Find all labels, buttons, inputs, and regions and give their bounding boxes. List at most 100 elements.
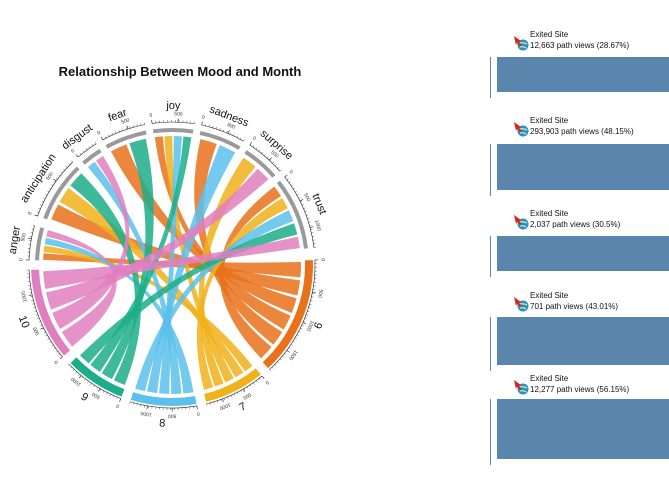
minor-tick bbox=[67, 364, 70, 366]
chord-link-8 bbox=[164, 136, 234, 383]
minor-tick bbox=[75, 371, 78, 374]
minor-tick bbox=[240, 137, 242, 140]
major-tick bbox=[59, 356, 63, 360]
minor-tick bbox=[209, 402, 211, 405]
minor-tick bbox=[111, 132, 113, 135]
minor-tick bbox=[81, 376, 83, 379]
tick-label: 0 bbox=[201, 114, 205, 120]
minor-tick bbox=[220, 399, 222, 402]
minor-tick bbox=[223, 129, 225, 132]
minor-tick bbox=[35, 314, 38, 316]
minor-tick bbox=[58, 174, 60, 177]
tick-label: 1000 bbox=[219, 401, 232, 411]
sector-arc-trust bbox=[276, 180, 308, 249]
tick-label: 0 bbox=[18, 258, 24, 261]
minor-tick bbox=[291, 184, 293, 187]
minor-tick bbox=[261, 151, 264, 154]
chord-link-19 bbox=[79, 223, 298, 364]
exit-bar[interactable] bbox=[497, 399, 669, 459]
exit-block: Exited Site 2,037 path views (30.5%) bbox=[490, 209, 669, 277]
minor-tick bbox=[106, 392, 108, 395]
minor-tick bbox=[230, 395, 232, 398]
minor-tick bbox=[219, 128, 221, 131]
minor-tick bbox=[109, 394, 111, 397]
sector-arc-anger bbox=[35, 227, 45, 261]
minor-tick bbox=[306, 314, 309, 316]
axis-fear bbox=[102, 124, 145, 141]
axis-10 bbox=[28, 269, 63, 358]
axis-6 bbox=[269, 259, 316, 370]
minor-tick bbox=[284, 353, 287, 355]
exit-bar[interactable] bbox=[497, 144, 669, 190]
minor-tick bbox=[37, 211, 40, 213]
minor-tick bbox=[288, 181, 291, 184]
minor-tick bbox=[33, 307, 36, 309]
minor-tick bbox=[49, 341, 52, 343]
sector-arc-6 bbox=[262, 260, 313, 369]
exit-bar[interactable] bbox=[497, 317, 669, 365]
exit-bar-edge bbox=[490, 57, 498, 98]
exit-bar[interactable] bbox=[497, 236, 669, 271]
exit-globe-icon[interactable] bbox=[512, 34, 530, 52]
exit-title: Exited Site bbox=[530, 116, 569, 125]
minor-tick bbox=[112, 395, 115, 398]
chord-link-3 bbox=[154, 136, 291, 330]
exit-globe-icon[interactable] bbox=[512, 295, 530, 313]
sector-label-trust: trust bbox=[309, 192, 328, 216]
minor-tick bbox=[37, 317, 40, 319]
sector-arc-7 bbox=[204, 368, 261, 402]
minor-tick bbox=[309, 225, 312, 227]
minor-tick bbox=[296, 334, 299, 336]
tick-label: 0 bbox=[115, 402, 120, 409]
minor-tick bbox=[85, 148, 88, 151]
chord-link-17 bbox=[101, 138, 154, 380]
minor-tick bbox=[290, 344, 293, 346]
major-tick bbox=[126, 125, 129, 130]
axis-7 bbox=[206, 375, 263, 405]
axis-anger bbox=[28, 225, 35, 261]
minor-tick bbox=[243, 388, 246, 391]
tick-label: 500 bbox=[121, 117, 131, 125]
exit-globe-icon[interactable] bbox=[512, 213, 530, 231]
exit-bar-edge bbox=[490, 399, 498, 465]
minor-tick bbox=[246, 386, 249, 389]
tick-label: 0 bbox=[288, 169, 295, 175]
minor-tick bbox=[41, 328, 44, 330]
tick-label: 500 bbox=[226, 122, 236, 131]
exit-header: Exited Site 12,277 path views (56.15%) bbox=[490, 374, 669, 402]
minor-tick bbox=[45, 194, 48, 196]
exit-title: Exited Site bbox=[530, 209, 569, 218]
minor-tick bbox=[88, 146, 91, 148]
minor-tick bbox=[213, 401, 215, 404]
tick-label: 500 bbox=[91, 390, 101, 399]
exit-globe-icon[interactable] bbox=[512, 378, 530, 396]
major-tick bbox=[28, 294, 33, 296]
tick-label: 500 bbox=[32, 326, 41, 336]
exit-header: Exited Site 293,903 path views (48.15%) bbox=[490, 116, 669, 144]
exit-block: Exited Site 12,663 path views (28.67%) bbox=[490, 30, 669, 98]
exit-bar[interactable] bbox=[497, 57, 669, 92]
minor-tick bbox=[49, 187, 52, 189]
major-tick bbox=[78, 375, 82, 379]
tick-label: 0 bbox=[149, 113, 153, 119]
minor-tick bbox=[96, 387, 98, 390]
axis-anticipation bbox=[37, 161, 73, 217]
major-tick bbox=[299, 199, 304, 202]
minor-tick bbox=[38, 321, 41, 323]
exit-bar-edge bbox=[490, 236, 498, 277]
minor-tick bbox=[125, 127, 127, 130]
minor-tick bbox=[272, 161, 275, 164]
exit-globe-icon[interactable] bbox=[512, 120, 530, 138]
exit-block: Exited Site 293,903 path views (48.15%) bbox=[490, 116, 669, 196]
tick-label: 1500 bbox=[287, 349, 299, 362]
tick-label: 1000 bbox=[313, 219, 322, 232]
sector-label-8: 8 bbox=[159, 417, 166, 429]
minor-tick bbox=[78, 374, 81, 377]
minor-tick bbox=[303, 207, 306, 209]
minor-tick bbox=[282, 355, 284, 358]
minor-tick bbox=[301, 204, 304, 206]
sector-arc-9 bbox=[70, 357, 125, 397]
minor-tick bbox=[94, 141, 97, 144]
minor-tick bbox=[277, 361, 279, 364]
sector-arc-surprise bbox=[244, 150, 276, 178]
